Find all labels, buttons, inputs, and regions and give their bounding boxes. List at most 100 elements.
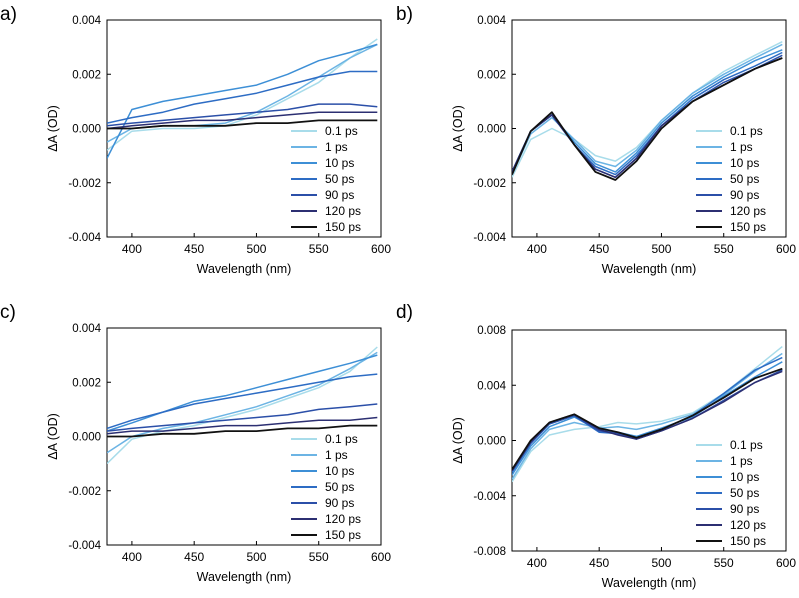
x-tick-label: 550 [309,550,329,564]
legend-label: 0.1 ps [325,124,358,138]
series-line-90ps [107,403,378,432]
series-line-10ps [107,354,378,432]
legend-label: 0.1 ps [730,124,763,138]
legend-label: 50 ps [325,480,354,494]
legend-label: 10 ps [325,156,354,170]
y-tick-label: -0.002 [473,178,506,190]
y-tick-label: -0.002 [68,486,101,498]
series-line-150ps [512,367,783,470]
panel-label: b) [396,4,413,25]
legend-label: 0.1 ps [730,438,763,452]
chart-panel-c: c) 400 450 500 550 600 -0.004 -0.002 0.000 0.002 0… [0,302,391,584]
x-tick-label: 400 [122,242,142,256]
y-axis-title: ΔA (OD) [46,105,60,152]
panel-label: a) [0,4,17,25]
y-tick-label: -0.004 [473,232,506,244]
series-lines [512,346,783,483]
x-axis-title: Wavelength (nm) [197,262,292,276]
legend-label: 10 ps [730,470,759,484]
series-line-120ps [107,111,378,130]
x-tick-label: 550 [309,242,329,256]
legend-label: 1 ps [325,448,348,462]
x-axis-title: Wavelength (nm) [197,570,292,584]
y-tick-label: -0.008 [473,546,506,558]
x-tick-label: 500 [246,550,266,564]
legend-label: 50 ps [325,172,354,186]
y-axis-title: ΔA (OD) [46,413,60,460]
series-line-1ps [512,352,783,480]
x-tick-label: 550 [714,556,734,570]
chart-panel-b: b) 400 450 500 550 600 -0.004 -0.002 0.000 0.002 0… [396,4,796,276]
legend-label: 150 ps [325,220,361,234]
legend: 0.1 ps 1 ps 10 ps 50 ps 90 ps 120 ps 150 ps [696,124,766,234]
y-axis-title: ΔA (OD) [451,417,465,464]
series-lines [512,41,783,181]
y-tick-label: 0.002 [72,69,101,81]
legend-label: 150 ps [730,220,766,234]
x-tick-label: 600 [776,556,796,570]
series-line-50ps [107,70,378,124]
legend: 0.1 ps 1 ps 10 ps 50 ps 90 ps 120 ps 150 ps [696,438,766,548]
legend-label: 120 ps [325,512,361,526]
series-line-90ps [107,103,378,127]
y-tick-label: -0.002 [68,178,101,190]
legend-label: 120 ps [730,204,766,218]
y-tick-label: -0.004 [473,491,506,503]
series-line-150ps [512,57,783,181]
x-tick-label: 500 [651,556,671,570]
panel-label: c) [0,302,16,323]
y-tick-label: -0.004 [68,540,101,552]
x-tick-label: 600 [371,550,391,564]
legend-label: 150 ps [730,534,766,548]
series-lines [107,346,378,465]
y-axis-title: ΔA (OD) [451,105,465,152]
series-lines [107,38,378,159]
series-line-120ps [107,416,378,435]
x-tick-label: 450 [184,550,204,564]
y-tick-label: 0.000 [72,124,101,136]
x-axis-title: Wavelength (nm) [602,262,697,276]
legend-label: 90 ps [325,188,354,202]
series-line-01ps [107,346,378,465]
y-tick-label: 0.008 [477,325,506,337]
legend-label: 120 ps [730,518,766,532]
series-line-01ps [512,41,783,178]
legend-label: 1 ps [730,140,753,154]
series-line-10ps [107,43,378,159]
x-tick-label: 450 [589,556,609,570]
chart-panel-a: a) 400 450 500 550 600 -0.004 -0.002 0.000 0.002 0… [0,4,391,276]
y-tick-label: 0.000 [477,436,506,448]
chart-panel-d: d) 400 450 500 550 600 -0.008 -0.004 0.000 0.004 0… [396,302,796,590]
y-tick-label: 0.002 [477,69,506,81]
legend-label: 150 ps [325,528,361,542]
series-line-50ps [107,373,378,430]
y-tick-label: 0.004 [72,323,101,335]
series-line-150ps [107,424,378,438]
x-tick-label: 400 [527,242,547,256]
legend-label: 50 ps [730,172,759,186]
x-tick-label: 450 [589,242,609,256]
y-tick-label: 0.000 [72,432,101,444]
x-axis-title: Wavelength (nm) [602,576,697,590]
panel-label: d) [396,302,413,323]
series-line-150ps [107,119,378,130]
x-tick-label: 400 [527,556,547,570]
legend-label: 90 ps [730,502,759,516]
legend-label: 0.1 ps [325,432,358,446]
legend-label: 10 ps [325,464,354,478]
y-tick-label: 0.004 [72,15,101,27]
y-tick-label: 0.002 [72,377,101,389]
legend-label: 10 ps [730,156,759,170]
y-tick-label: -0.004 [68,232,101,244]
series-line-01ps [107,38,378,151]
legend: 0.1 ps 1 ps 10 ps 50 ps 90 ps 120 ps 150 ps [291,124,361,234]
x-tick-label: 550 [714,242,734,256]
legend-label: 1 ps [325,140,348,154]
x-tick-label: 500 [651,242,671,256]
y-tick-label: 0.004 [477,380,506,392]
legend-label: 1 ps [730,454,753,468]
series-line-1ps [107,351,378,454]
y-tick-label: 0.004 [477,15,506,27]
x-tick-label: 450 [184,242,204,256]
